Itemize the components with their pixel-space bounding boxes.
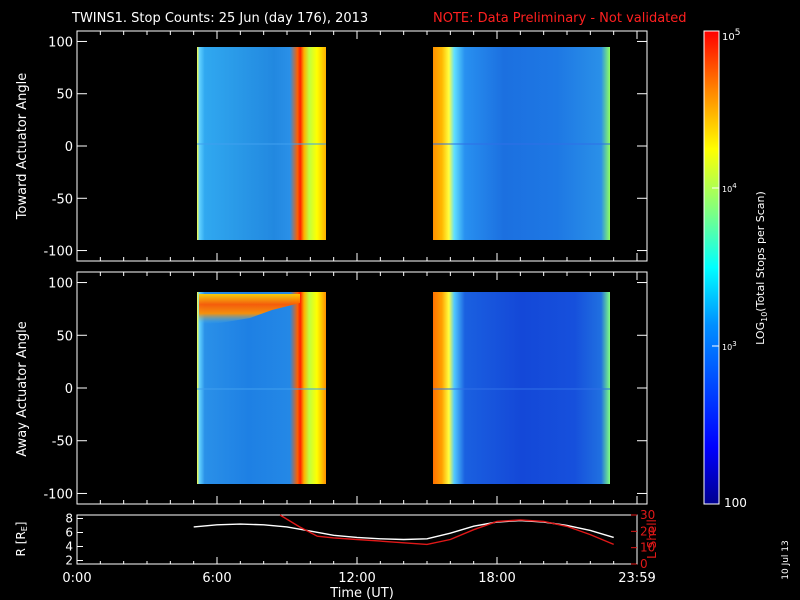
bottom-panel: Away Actuator Angle 100 50 0 -50 -100 [15,271,648,505]
ytick-label: 100 [48,277,73,292]
time-tick-label: 0:00 [62,571,91,586]
top-panel-xticks [76,31,638,261]
bottom-panel-yticks: 100 50 0 -50 -100 [43,277,647,502]
ytick-label: 50 [56,329,73,344]
ytick-label: 0 [65,140,73,155]
lshell-axis-ticks: 30 20 10 0 [631,508,655,571]
lshell-axis-label: L Shell [645,519,659,559]
time-axis-label: Time (UT) [329,586,394,600]
time-tick-label: 23:59 [618,571,655,586]
ytick-label: 100 [48,35,73,50]
bottom-warm-band [199,294,300,324]
ytick-label: -100 [43,487,73,502]
lshell-tick-label: 30 [640,508,655,522]
time-tick-label: 18:00 [478,571,515,586]
colorbar-tick-1e4: 104 [722,182,737,194]
r-tick-label: 2 [65,554,73,568]
top-panel-ylabel: Toward Actuator Angle [15,73,30,220]
date-stamp: 10 Jul 13 [781,540,791,580]
colorbar-gradient [703,30,720,505]
colorbar-tick-1e3: 103 [722,340,737,352]
lshell-tick-label: 0 [640,557,648,571]
colorbar-tick-100: 100 [724,496,747,510]
time-tick-label: 12:00 [338,571,375,586]
ytick-label: -50 [52,192,73,207]
top-panel-yticks: 100 50 0 -50 -100 [43,35,647,260]
time-axis-ticks: 0:00 6:00 12:00 18:00 23:59 [62,557,656,586]
ytick-label: -100 [43,245,73,260]
ytick-label: -50 [52,435,73,450]
preliminary-note: NOTE: Data Preliminary - Not validated [433,11,687,26]
top-panel: Toward Actuator Angle 100 50 0 -50 -100 [15,30,648,262]
colorbar-label: LOG10(Total Stops per Scan) [754,191,769,345]
ytick-label: 50 [56,88,73,103]
colorbar: 105 104 103 100 LOG10(Total Stops per Sc… [703,28,769,510]
time-tick-label: 6:00 [202,571,231,586]
ytick-label: 0 [65,382,73,397]
lshell-line [279,514,614,546]
lshell-tick-label: 10 [640,541,655,555]
r-tick-label: 8 [65,512,73,526]
lshell-tick-label: 20 [640,524,655,538]
bottom-panel-ylabel: Away Actuator Angle [15,321,30,456]
r-tick-label: 6 [65,526,73,540]
chart-title: TWINS1. Stop Counts: 25 Jun (day 176), 2… [71,11,368,26]
colorbar-tick-1e5: 105 [722,28,740,43]
r-tick-label: 4 [65,540,73,554]
r-axis-label: R [RE] [14,522,29,557]
ephemeris-series [193,514,614,546]
bottom-panel-xticks [76,272,638,504]
